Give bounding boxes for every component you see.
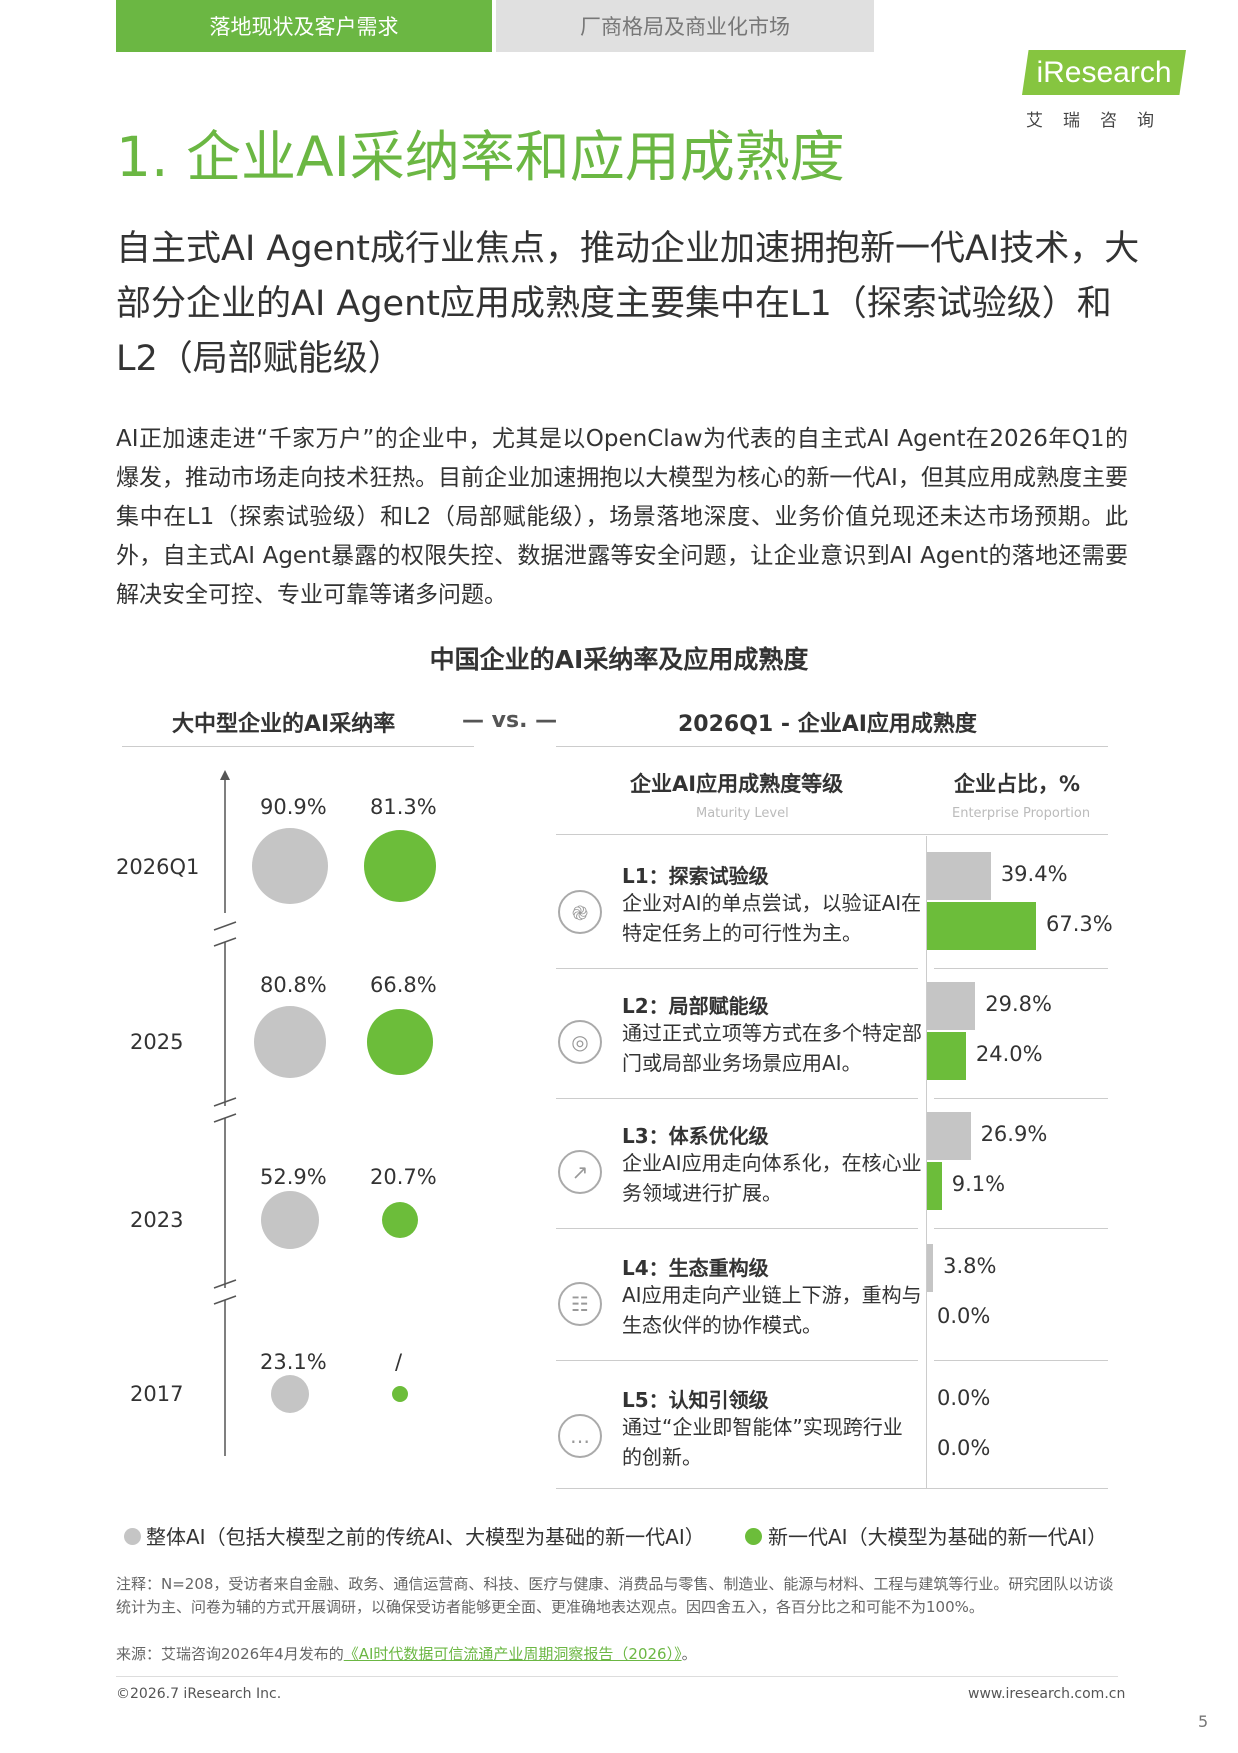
bar-new-label: 0.0%	[937, 1436, 991, 1460]
left-header-rule	[122, 746, 474, 747]
year-label: 2017	[130, 1382, 184, 1406]
swirl-icon: ֎	[558, 890, 602, 934]
bubble	[261, 1191, 319, 1249]
legend-overall-label: 整体AI（包括大模型之前的传统AI、大模型为基础的新一代AI）	[146, 1525, 705, 1549]
target-icon: ◎	[558, 1020, 602, 1064]
bar-overall-label: 0.0%	[937, 1386, 991, 1410]
source-prefix: 来源：艾瑞咨询2026年4月发布的	[116, 1645, 344, 1663]
bar-new	[927, 902, 1037, 950]
intro-paragraph: AI正加速走进“千家万户”的企业中，尤其是以OpenClaw为代表的自主式AI …	[116, 426, 1128, 608]
bubble	[367, 1009, 433, 1075]
bubble	[364, 830, 436, 902]
value-label: /	[395, 1350, 403, 1374]
bar-new-label: 9.1%	[951, 1172, 1006, 1196]
bar-overall	[927, 852, 991, 900]
footer-website: www.iresearch.com.cn	[968, 1686, 1126, 1702]
right-header-rule	[556, 746, 1108, 747]
source-report-link[interactable]: 《AI时代数据可信流通产业周期洞察报告（2026）》	[343, 1645, 682, 1663]
row-divider	[556, 1360, 918, 1361]
bar-axis	[926, 836, 927, 1488]
bar-overall-label: 3.8%	[943, 1254, 997, 1278]
value-label: 20.7%	[370, 1165, 437, 1189]
value-label: 52.9%	[260, 1165, 327, 1189]
tab-landing-status[interactable]: 落地现状及客户需求	[116, 0, 492, 52]
row-divider	[556, 1098, 918, 1099]
source-line: 来源：艾瑞咨询2026年4月发布的《AI时代数据可信流通产业周期洞察报告（202…	[116, 1643, 697, 1664]
level-description: AI应用走向产业链上下游，重构与生态伙伴的协作模式。	[622, 1283, 922, 1337]
col-level-header: 企业AI应用成熟度等级	[630, 772, 844, 796]
level-description: 企业对AI的单点尝试，以验证AI在特定任务上的可行性为主。	[622, 891, 922, 945]
level-title: L2：局部赋能级	[622, 994, 769, 1018]
chat-icon: …	[558, 1414, 602, 1458]
legend-overall-swatch	[124, 1528, 141, 1545]
iresearch-logo: iResearch	[1022, 50, 1186, 95]
legend-new-label: 新一代AI（大模型为基础的新一代AI）	[768, 1525, 1108, 1549]
year-label: 2023	[130, 1208, 184, 1232]
timeline-axis	[213, 770, 237, 1456]
bar-new-label: 0.0%	[937, 1304, 991, 1328]
logo-subtext: 艾瑞咨询	[1026, 111, 1174, 131]
level-title: L4：生态重构级	[622, 1256, 769, 1280]
document-search-icon: ☷	[558, 1282, 602, 1326]
row-divider	[556, 968, 918, 969]
bar-overall	[927, 1112, 971, 1160]
year-label: 2025	[130, 1030, 184, 1054]
level-title: L3：体系优化级	[622, 1124, 769, 1148]
bar-overall-label: 39.4%	[1000, 862, 1068, 886]
bar-new-label: 67.3%	[1046, 912, 1113, 936]
stairs-icon: ↗	[558, 1150, 602, 1194]
page-subtitle: 自主式AI Agent成行业焦点，推动企业加速拥抱新一代AI技术，大部分企业的A…	[116, 229, 1140, 379]
row-divider	[556, 1228, 918, 1229]
chart-title: 中国企业的AI采纳率及应用成熟度	[429, 645, 809, 674]
bar-overall	[927, 1244, 934, 1292]
level-title: L5：认知引领级	[622, 1388, 769, 1412]
value-label: 66.8%	[370, 973, 437, 997]
value-label: 90.9%	[260, 795, 327, 819]
footer-copyright: ©2026.7 iResearch Inc.	[116, 1686, 282, 1702]
bar-overall-label: 29.8%	[985, 992, 1052, 1016]
bar-new-label: 24.0%	[975, 1042, 1043, 1066]
legend-new-swatch	[745, 1528, 762, 1545]
level-description: 企业AI应用走向体系化，在核心业务领域进行扩展。	[622, 1151, 922, 1205]
value-label: 81.3%	[370, 795, 437, 819]
row-divider	[934, 968, 1108, 969]
level-description: 通过“企业即智能体”实现跨行业的创新。	[622, 1415, 903, 1469]
bubble	[254, 1006, 326, 1078]
bar-new	[927, 1162, 942, 1210]
level-description: 通过正式立项等方式在多个特定部门或局部业务场景应用AI。	[622, 1021, 922, 1075]
table-header-rule	[556, 834, 1108, 835]
col-level-subheader: Maturity Level	[696, 806, 789, 821]
table-bottom-rule	[556, 1488, 1108, 1489]
adoption-header: 大中型企业的AI采纳率	[172, 712, 396, 737]
note-text: 注释：N=208，受访者来自金融、政务、通信运营商、科技、医疗与健康、消费品与零…	[116, 1575, 1114, 1616]
value-label: 23.1%	[260, 1350, 327, 1374]
col-ratio-subheader: Enterprise Proportion	[952, 806, 1091, 821]
source-suffix: 。	[681, 1645, 697, 1663]
bar-new	[927, 1032, 966, 1080]
bar-overall	[927, 982, 976, 1030]
value-label: 80.8%	[260, 973, 327, 997]
bubble	[252, 828, 328, 904]
bubble	[381, 1201, 419, 1239]
page-number: 5	[1198, 1712, 1209, 1731]
vs-label: — vs. —	[462, 708, 558, 733]
tab-vendor-landscape[interactable]: 厂商格局及商业化市场	[496, 0, 874, 52]
year-label: 2026Q1	[116, 855, 200, 879]
row-divider	[934, 1098, 1108, 1099]
col-ratio-header: 企业占比，%	[954, 772, 1081, 796]
bar-overall-label: 26.9%	[980, 1122, 1048, 1146]
level-title: L1：探索试验级	[622, 864, 769, 888]
bubble	[270, 1374, 310, 1414]
footer-rule	[116, 1676, 1118, 1677]
row-divider	[934, 1228, 1108, 1229]
page-title: 1. 企业AI采纳率和应用成熟度	[116, 125, 845, 189]
bubble	[392, 1386, 408, 1402]
row-divider	[934, 1360, 1108, 1361]
maturity-header: 2026Q1 - 企业AI应用成熟度	[678, 712, 977, 737]
